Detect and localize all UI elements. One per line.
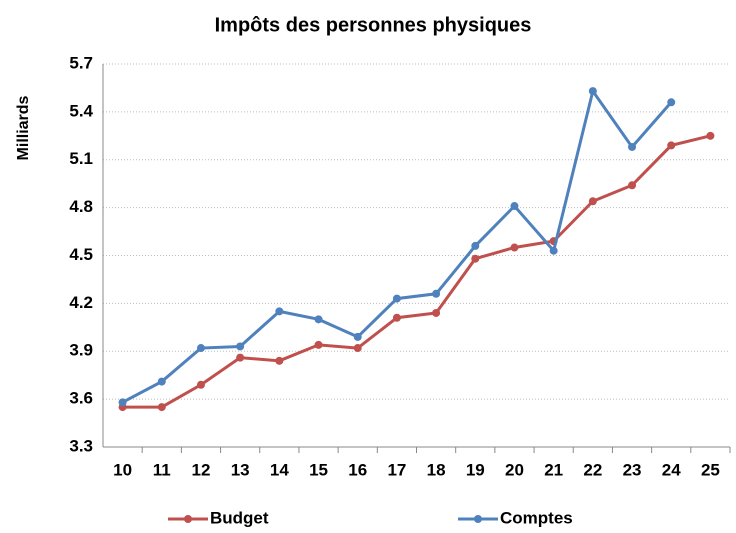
y-tick-label: 5.7	[69, 53, 93, 72]
marker	[118, 398, 127, 407]
legend-marker	[474, 515, 482, 523]
marker	[236, 353, 245, 362]
marker	[471, 241, 480, 250]
marker	[706, 131, 715, 140]
marker	[510, 202, 519, 211]
x-tick-label: 20	[505, 460, 524, 479]
x-tick-label: 22	[583, 460, 602, 479]
marker	[392, 313, 401, 322]
marker	[353, 344, 362, 353]
marker	[196, 380, 205, 389]
x-tick-label: 10	[113, 460, 132, 479]
marker	[432, 289, 441, 298]
y-tick-label: 4.5	[69, 245, 93, 264]
chart-title: Impôts des personnes physiques	[215, 14, 532, 36]
x-tick-label: 16	[348, 460, 367, 479]
x-tick-label: 18	[427, 460, 446, 479]
marker	[628, 142, 637, 151]
y-tick-label: 3.9	[69, 341, 93, 360]
line	[121, 87, 673, 404]
x-tick-label: 15	[309, 460, 328, 479]
x-tick-label: 12	[192, 460, 211, 479]
marker	[314, 340, 323, 349]
marker	[667, 141, 676, 150]
marker	[588, 197, 597, 206]
x-tick-label: 25	[701, 460, 720, 479]
marker	[196, 344, 205, 353]
y-tick-label: 3.6	[69, 389, 93, 408]
x-tick-label: 11	[153, 460, 171, 479]
x-tick-label: 13	[231, 460, 250, 479]
y-tick-label: 4.8	[69, 197, 93, 216]
x-tick-label: 19	[466, 460, 485, 479]
line	[122, 134, 711, 409]
x-tick-label: 21	[544, 460, 563, 479]
marker	[549, 246, 558, 255]
marker	[275, 356, 284, 365]
legend-label: Comptes	[500, 508, 573, 527]
y-tick-label: 4.2	[69, 293, 93, 312]
y-tick-label: 3.3	[69, 436, 93, 455]
marker	[275, 307, 284, 316]
legend-marker	[184, 515, 192, 523]
x-tick-label: 17	[387, 460, 406, 479]
marker	[157, 403, 166, 412]
marker	[353, 332, 362, 341]
y-tick-label: 5.1	[69, 149, 93, 168]
marker	[432, 308, 441, 317]
marker	[628, 181, 637, 190]
marker	[157, 377, 166, 386]
marker	[392, 294, 401, 303]
marker	[667, 98, 676, 107]
x-tick-label: 24	[662, 460, 681, 479]
marker	[471, 254, 480, 263]
legend-label: Budget	[210, 508, 269, 527]
x-tick-label: 23	[623, 460, 642, 479]
marker	[510, 243, 519, 252]
y-tick-label: 5.4	[69, 101, 93, 120]
marker	[236, 342, 245, 351]
marker	[588, 87, 597, 96]
x-tick-label: 14	[270, 460, 289, 479]
marker	[314, 315, 323, 324]
y-axis-label: Milliards	[15, 95, 32, 160]
